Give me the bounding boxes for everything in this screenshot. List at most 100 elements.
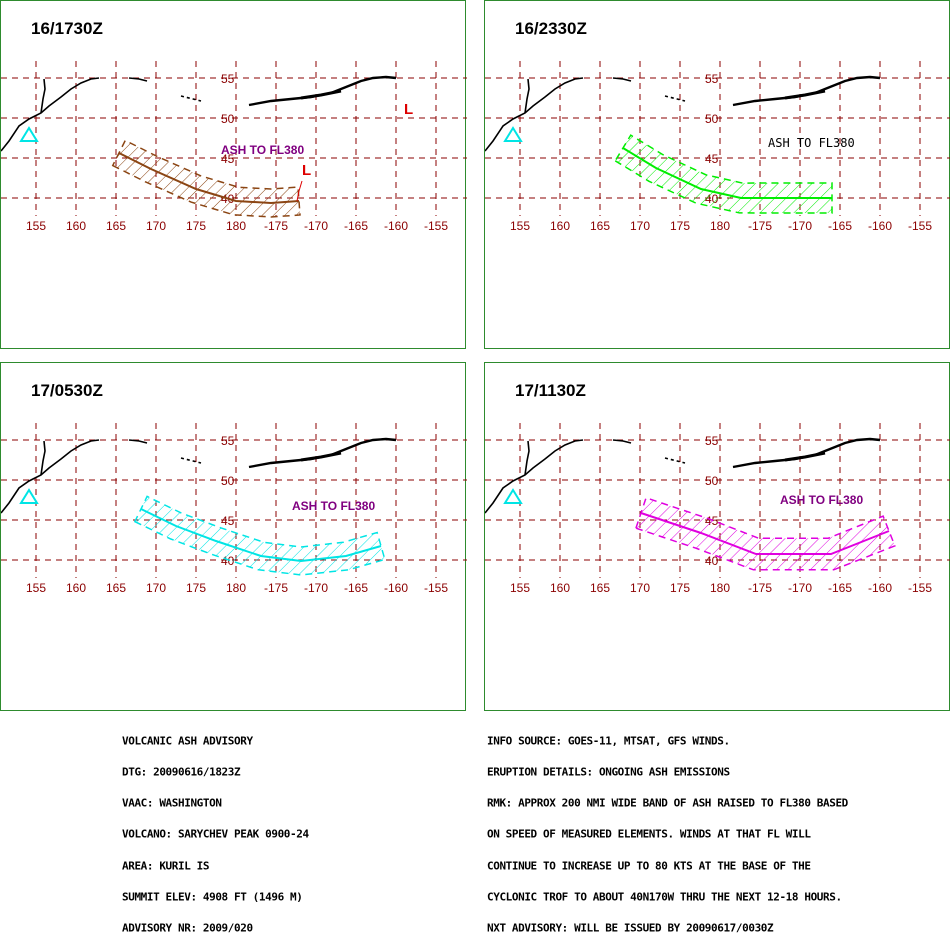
remarks-line: ON SPEED OF MEASURED ELEMENTS. WINDS AT … [487,828,811,841]
near-islands [664,457,686,464]
kamchatka-coast [1,77,100,152]
ash-cloud-axis [622,147,832,199]
latitude-label: 45 [221,152,235,166]
aleutian-chain [248,75,397,107]
longitude-label: 170 [146,581,166,595]
longitude-label: 160 [66,219,86,233]
ash-map-4: 55504540155160165170175180-175-170-165-1… [485,423,950,595]
advisory-line: ADVISORY NR: 2009/020 [122,922,253,935]
coastline [485,437,881,514]
longitude-label: -175 [264,219,288,233]
commander-islands [128,439,148,444]
panel-time-label: 16/2330Z [515,19,587,38]
remarks-line: NXT ADVISORY: WILL BE ISSUED BY 20090617… [487,922,774,935]
ash-map-2: 55504540155160165170175180-175-170-165-1… [485,61,950,233]
coastline [485,75,881,152]
latitude-label: 40 [705,554,719,568]
remarks-line: CONTINUE TO INCREASE UP TO 80 KTS AT THE… [487,859,811,873]
advisory-line: AREA: KURIL IS [122,859,210,873]
forecast-panel-4: 17/1130Z 55504540155160165170175180-175-… [484,362,950,711]
longitude-label: 180 [710,219,730,233]
near-islands [180,95,202,102]
aleutian-islands [300,451,342,462]
aleutian-chain [732,437,881,469]
longitude-label: -165 [344,581,368,595]
latitude-label: 50 [705,112,719,126]
ash-cloud-area [614,134,833,214]
ash-height-label: ASH TO FL380 [780,493,863,507]
advisory-header-block: VOLCANIC ASH ADVISORY DTG: 20090616/1823… [122,716,309,945]
ash-cloud-area [133,495,386,576]
low-pressure-marker: L [404,101,413,118]
longitude-label: -160 [868,581,892,595]
latitude-label: 45 [221,514,235,528]
longitude-label: -175 [748,581,772,595]
kamchatka-coast [1,439,100,514]
kamchatka-peninsula [40,78,46,114]
remarks-line: RMK: APPROX 200 NMI WIDE BAND OF ASH RAI… [487,797,848,810]
coastline [1,75,397,152]
forecast-panel-3: 17/0530Z 55 50 45 40 155 160 165 170 175 180 -175-… [0,362,467,711]
advisory-remarks-block: INFO SOURCE: GOES-11, MTSAT, GFS WINDS. … [487,716,848,945]
longitude-label: -170 [304,581,328,595]
longitude-label: -170 [788,581,812,595]
map-layer: 55504540155160165170175180-175-170-165-1… [1,61,467,233]
kamchatka-peninsula [524,440,530,476]
longitude-label: 180 [226,581,246,595]
coastline [1,437,397,514]
longitude-label: -165 [828,581,852,595]
near-islands [180,457,202,464]
longitude-label: 165 [590,219,610,233]
ash-map-1: 55504540155160165170175180-175-170-165-1… [1,61,467,233]
map-layer: 55504540155160165170175180-175-170-165-1… [485,61,950,233]
longitude-label: -170 [788,219,812,233]
longitude-label: 170 [630,581,650,595]
longitude-label: 165 [590,581,610,595]
longitude-label: 160 [66,581,86,595]
latitude-label: 55 [221,434,235,448]
low-pressure-marker: L [302,162,311,179]
longitude-label: 155 [510,219,530,233]
aleutian-chain [732,75,881,107]
ash-cloud-axis [118,152,300,205]
kamchatka-coast [485,77,584,152]
longitude-label: -160 [384,219,408,233]
longitude-label: 155 [26,581,46,595]
longitude-label: 155 [26,219,46,233]
advisory-line: VAAC: WASHINGTON [122,797,222,810]
volcano-icon [19,488,39,504]
longitude-label: -175 [264,581,288,595]
commander-islands [612,77,632,82]
longitude-label: -165 [828,219,852,233]
ash-cloud-axis [640,512,890,555]
remarks-line: ERUPTION DETAILS: ONGOING ASH EMISSIONS [487,766,730,779]
ash-height-label: ASH TO FL380 [292,499,375,513]
longitude-label: -170 [304,219,328,233]
longitude-label: 180 [226,219,246,233]
remarks-line: CYCLONIC TROF TO ABOUT 40N170W THRU THE … [487,891,842,904]
ash-cloud-area [634,496,896,571]
longitude-label: -155 [908,581,932,595]
longitude-label: 165 [106,219,126,233]
advisory-line: DTG: 20090616/1823Z [122,766,241,779]
latitude-label: 50 [221,474,235,488]
ash-cloud-area [111,139,301,218]
commander-islands [612,439,632,444]
longitude-label: -155 [424,581,448,595]
latitude-label: 55 [705,72,719,86]
longitude-label: 165 [106,581,126,595]
longitude-label: 170 [146,219,166,233]
kamchatka-peninsula [524,78,530,114]
aleutian-islands [784,89,826,100]
volcano-icon [503,126,523,142]
advisory-line: VOLCANO: SARYCHEV PEAK 0900-24 [122,828,309,841]
remarks-line: INFO SOURCE: GOES-11, MTSAT, GFS WINDS. [487,734,730,748]
longitude-label: -165 [344,219,368,233]
aleutian-islands [784,451,826,462]
commander-islands [128,77,148,82]
aleutian-islands [300,89,342,100]
latitude-label: 55 [221,72,235,86]
kamchatka-coast [485,439,584,514]
advisory-line: SUMMIT ELEV: 4908 FT (1496 M) [122,891,303,904]
